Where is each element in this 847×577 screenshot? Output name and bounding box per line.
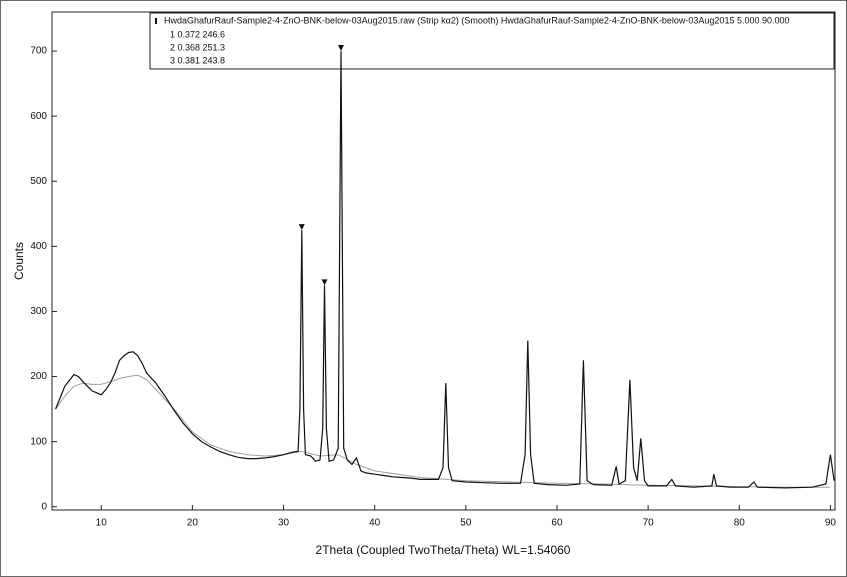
legend-entry: 3 0.381 243.8 [170, 55, 225, 65]
peak-marker [337, 45, 344, 52]
x-tick-label: 80 [734, 518, 746, 529]
y-axis-label: Counts [12, 242, 26, 280]
peak-marker [298, 224, 305, 231]
y-tick-label: 700 [30, 46, 47, 57]
x-axis-label: 2Theta (Coupled TwoTheta/Theta) WL=1.540… [316, 543, 571, 557]
y-tick-label: 200 [30, 371, 47, 382]
x-tick-label: 60 [551, 518, 563, 529]
y-tick-label: 400 [30, 241, 47, 252]
plot-area [51, 11, 836, 511]
y-tick-label: 0 [41, 501, 47, 512]
legend-box [149, 12, 835, 70]
y-tick-label: 600 [30, 111, 47, 122]
x-tick-label: 70 [643, 518, 655, 529]
peak-marker [321, 279, 328, 286]
x-tick-label: 90 [825, 518, 837, 529]
y-tick-label: 500 [30, 176, 47, 187]
y-tick-label: 100 [30, 436, 47, 447]
legend-entry: 2 0.368 251.3 [170, 42, 225, 52]
raw-line [55, 51, 835, 489]
x-tick-label: 40 [369, 518, 381, 529]
x-tick-label: 20 [187, 518, 199, 529]
legend-title: HwdaGhafurRauf-Sample2-4-ZnO-BNK-below-0… [164, 15, 790, 25]
x-tick-label: 50 [460, 518, 472, 529]
legend-entry: 1 0.372 246.6 [170, 29, 225, 39]
y-tick-label: 300 [30, 306, 47, 317]
x-tick-label: 10 [96, 518, 108, 529]
x-tick-label: 30 [278, 518, 290, 529]
